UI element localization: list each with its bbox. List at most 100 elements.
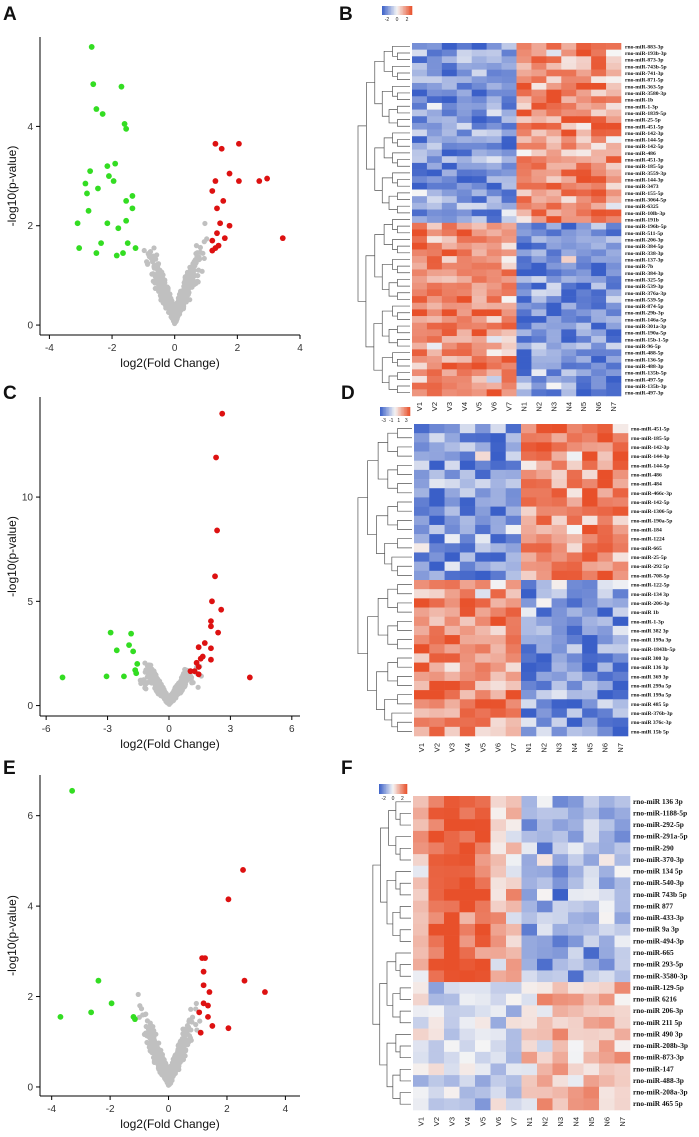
heat-cell xyxy=(606,136,622,144)
heat-cell xyxy=(490,580,507,590)
heat-cell xyxy=(471,282,487,290)
legend-swatch xyxy=(392,6,395,15)
heat-cell xyxy=(536,699,552,709)
point-ns xyxy=(201,255,207,262)
legend-swatch xyxy=(394,784,397,794)
row-label: rno-miR-1843b-5p xyxy=(631,647,675,653)
heat-cell xyxy=(568,830,584,843)
heat-cell xyxy=(546,62,562,70)
dendrogram-branch xyxy=(397,464,412,475)
column-label: N3 xyxy=(555,743,564,753)
heat-cell xyxy=(506,796,522,808)
heat-cell xyxy=(566,561,583,572)
heat-cell xyxy=(429,717,445,728)
heat-cell xyxy=(471,376,487,383)
point-up xyxy=(197,1029,204,1036)
heat-cell xyxy=(568,993,584,1006)
heat-cell xyxy=(536,671,552,682)
heat-cell xyxy=(612,488,629,498)
heat-cell xyxy=(412,329,428,337)
heat-cell xyxy=(444,796,460,808)
heat-cell xyxy=(606,269,622,277)
heat-cell xyxy=(441,82,458,90)
heat-cell xyxy=(568,947,584,960)
row-label: rno-miR-1-3p xyxy=(631,619,664,625)
heat-cell xyxy=(414,433,430,443)
point-up xyxy=(226,170,233,177)
row-label: rno-miR-7b xyxy=(625,264,653,270)
heat-cell xyxy=(444,1016,460,1029)
heat-cell xyxy=(505,552,522,562)
point-up xyxy=(214,205,220,212)
heat-cell xyxy=(597,607,614,618)
heat-cell xyxy=(561,162,577,170)
heat-cell xyxy=(413,796,429,808)
point-ns xyxy=(178,296,184,302)
row-label: rno-miR-1224 xyxy=(631,537,665,543)
heat-cell xyxy=(426,116,443,124)
heat-cell xyxy=(490,671,507,682)
row-label: rno-miR 877 xyxy=(633,901,673,910)
heat-cell xyxy=(506,842,522,855)
dendrogram-branch xyxy=(399,987,411,1000)
heat-cell xyxy=(568,900,584,913)
heat-cell xyxy=(426,202,443,210)
legend-swatch xyxy=(397,784,399,794)
heat-cell xyxy=(546,302,562,310)
heat-cell xyxy=(505,570,522,581)
heat-cell xyxy=(561,316,577,324)
dendrogram-branch xyxy=(397,602,412,613)
heat-cell xyxy=(531,96,547,104)
heat-cell xyxy=(426,269,443,277)
heat-cell xyxy=(583,854,600,867)
heat-cell xyxy=(614,947,631,960)
heat-cell xyxy=(546,276,562,284)
point-down xyxy=(129,205,136,212)
heat-cell xyxy=(486,282,502,290)
legend-tick-label: 2 xyxy=(401,796,404,802)
heat-cell xyxy=(583,1063,600,1076)
heat-cell xyxy=(591,182,607,190)
heat-cell xyxy=(506,993,522,1006)
legend-swatch xyxy=(389,407,391,416)
heat-cell xyxy=(551,653,568,663)
dendrogram-branch xyxy=(357,125,367,302)
heat-cell xyxy=(414,534,430,544)
heat-cell xyxy=(614,912,631,925)
heat-cell xyxy=(576,102,592,110)
dendrogram-branch xyxy=(392,152,410,164)
heat-cell xyxy=(551,460,568,471)
heat-cell xyxy=(576,249,592,257)
heat-cell xyxy=(412,256,428,264)
heat-cell xyxy=(582,570,598,581)
dendrogram-branch xyxy=(392,352,410,364)
heat-cell xyxy=(441,49,458,57)
heat-cell xyxy=(426,376,443,383)
heat-cell xyxy=(536,460,552,471)
heat-cell xyxy=(426,102,443,110)
heat-cell xyxy=(490,900,507,913)
heat-cell xyxy=(506,970,522,983)
heat-cell xyxy=(521,912,538,925)
dendrogram-branch xyxy=(397,192,410,200)
heat-cell xyxy=(576,336,592,344)
heat-cell xyxy=(426,96,443,104)
heat-cell xyxy=(429,433,445,443)
dendrogram-branch xyxy=(392,65,410,77)
heat-cell xyxy=(471,296,487,304)
heat-cell xyxy=(576,89,592,97)
heat-cell xyxy=(599,1051,615,1064)
heat-cell xyxy=(591,362,607,370)
heat-cell xyxy=(441,62,458,70)
heat-cell xyxy=(531,196,547,204)
dendrogram-branch xyxy=(397,372,410,380)
heat-cell xyxy=(506,865,522,878)
heat-cell xyxy=(546,43,562,50)
point-down xyxy=(126,642,132,649)
heat-cell xyxy=(456,302,473,310)
heat-cell xyxy=(599,947,615,960)
heat-cell xyxy=(552,993,569,1006)
heat-cell xyxy=(459,947,476,960)
heat-cell xyxy=(582,616,598,627)
heat-cell xyxy=(501,302,517,310)
